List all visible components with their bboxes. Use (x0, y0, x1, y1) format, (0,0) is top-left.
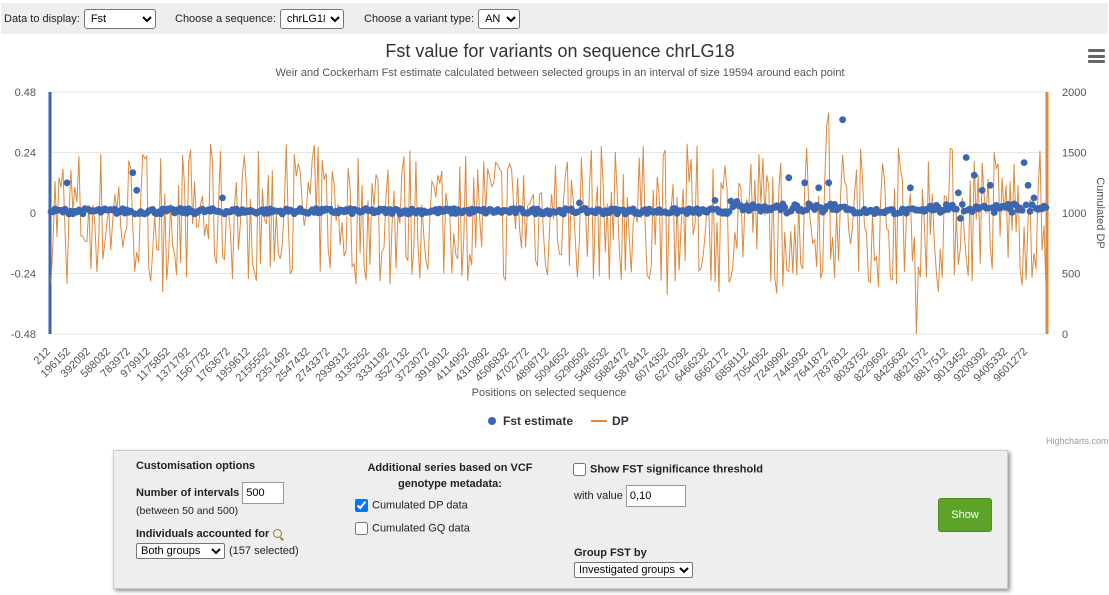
y-left-tick-label: -0.48 (11, 329, 36, 341)
gq-option: Cumulated GQ data (355, 522, 470, 535)
fst-point (781, 204, 789, 211)
display-label: Data to display: (4, 13, 80, 25)
intervals-hint: (between 50 and 500) (136, 505, 239, 517)
fst-legend-marker (488, 417, 496, 425)
fst-point (962, 154, 970, 161)
fst-point (79, 210, 87, 218)
sequence-control: Choose a sequence: chrLG18 (175, 9, 344, 29)
group-fst-select[interactable]: Investigated groups (574, 562, 693, 578)
show-button[interactable]: Show (938, 498, 992, 532)
fst-point (968, 208, 976, 216)
fst-point (1026, 207, 1034, 215)
fst-point (986, 181, 994, 189)
group-fst-label: Group FST by (574, 547, 647, 559)
y-left-tick-label: 0.48 (15, 87, 36, 99)
threshold-option: Show FST significance threshold (573, 463, 763, 476)
fst-point (1030, 194, 1038, 202)
fst-point (1018, 206, 1026, 214)
chart-menu-icon[interactable] (1088, 49, 1105, 63)
display-select[interactable]: Fst (83, 9, 156, 29)
fst-point (1024, 181, 1032, 189)
dp-legend-marker (591, 420, 608, 422)
fst-point (956, 215, 964, 222)
fst-point (576, 199, 583, 207)
fst-point (785, 174, 793, 182)
top-control-bar: Data to display: Fst Choose a sequence: … (1, 3, 1108, 34)
gq-option-label: Cumulated GQ data (372, 522, 470, 535)
chart-title: Fst value for variants on sequence chrLG… (385, 41, 735, 61)
fst-point (801, 179, 809, 187)
chart-legend: Fst estimate DP (488, 414, 629, 428)
y-right-tick-label: 0 (1062, 329, 1068, 341)
threshold-checkbox[interactable] (573, 463, 586, 476)
fst-point (958, 201, 966, 208)
fst-point (970, 171, 978, 179)
dp-option: Cumulated DP data (355, 499, 468, 512)
threshold-label: Show FST significance threshold (590, 463, 763, 476)
individuals-select-row: Both groups (157 selected) (136, 543, 299, 559)
fst-point (803, 206, 811, 214)
sequence-select[interactable]: chrLG18 (279, 9, 344, 29)
fst-point (1022, 201, 1030, 209)
chart-subtitle: Weir and Cockerham Fst estimate calculat… (275, 67, 845, 79)
fst-point (711, 197, 719, 204)
dp-option-label: Cumulated DP data (372, 499, 468, 512)
fst-point (129, 169, 137, 177)
group-fst-row: Investigated groups (574, 562, 693, 578)
individuals-row: Individuals accounted for (136, 528, 283, 540)
fst-point (815, 184, 823, 192)
customisation-panel: Customisation options Number of interval… (113, 450, 1008, 589)
individuals-label: Individuals accounted for (136, 528, 270, 540)
threshold-input[interactable] (625, 485, 686, 507)
fst-point (1020, 159, 1028, 166)
legend-item-fst[interactable]: Fst estimate (503, 414, 574, 428)
fst-point (61, 205, 69, 213)
sequence-label: Choose a sequence: (175, 13, 276, 25)
fst-point (63, 179, 71, 187)
fst-point (954, 189, 962, 197)
x-axis-title: Positions on selected sequence (472, 387, 627, 399)
fst-point (907, 184, 914, 192)
fst-chart: 0.48 0.24 0 -0.24 -0.48 2000 1500 1000 500 0 Cumul… (11, 87, 1106, 399)
y-right-tick-label: 1500 (1062, 148, 1086, 160)
fst-point (1042, 204, 1050, 211)
fst-point (219, 194, 226, 202)
variant-type-control: Choose a variant type: ANY (364, 9, 521, 29)
intervals-input[interactable] (242, 482, 285, 504)
variant-type-select[interactable]: ANY (478, 9, 521, 29)
y-right-tick-label: 500 (1062, 269, 1080, 281)
fst-point (952, 205, 960, 213)
customisation-title: Customisation options (136, 460, 256, 472)
additional-series-title: Additional series based on VCF genotype … (367, 462, 533, 490)
legend-item-dp[interactable]: DP (612, 414, 629, 428)
individuals-selected-count: (157 selected) (229, 545, 299, 557)
y-right-axis-title: Cumulated DP (1094, 177, 1106, 249)
y-right-tick-label: 2000 (1062, 87, 1086, 99)
fst-point (990, 209, 998, 216)
magnifier-icon[interactable] (273, 529, 283, 538)
fst-point (725, 208, 733, 216)
fst-point (133, 186, 141, 194)
fst-point (825, 179, 833, 187)
variant-type-label: Choose a variant type: (364, 13, 475, 25)
fst-point (839, 116, 846, 124)
y-left-tick-label: 0.24 (15, 148, 36, 160)
display-control: Data to display: Fst (4, 9, 156, 29)
with-value-label: with value (574, 490, 623, 502)
dp-checkbox[interactable] (355, 499, 368, 512)
intervals-row: Number of intervals (136, 482, 285, 504)
fst-point (560, 210, 567, 218)
y-left-tick-label: -0.24 (11, 269, 36, 281)
fst-point (978, 186, 986, 194)
y-right-tick-label: 1000 (1062, 208, 1086, 220)
individuals-select[interactable]: Both groups (136, 543, 225, 559)
intervals-label: Number of intervals (136, 487, 240, 499)
gq-checkbox[interactable] (355, 522, 368, 535)
threshold-value-row: with value (574, 485, 686, 507)
y-left-tick-label: 0 (30, 208, 36, 220)
fst-point (1008, 209, 1016, 216)
dp-series-line (50, 112, 1047, 335)
chart-credits[interactable]: Highcharts.com (1046, 436, 1109, 446)
